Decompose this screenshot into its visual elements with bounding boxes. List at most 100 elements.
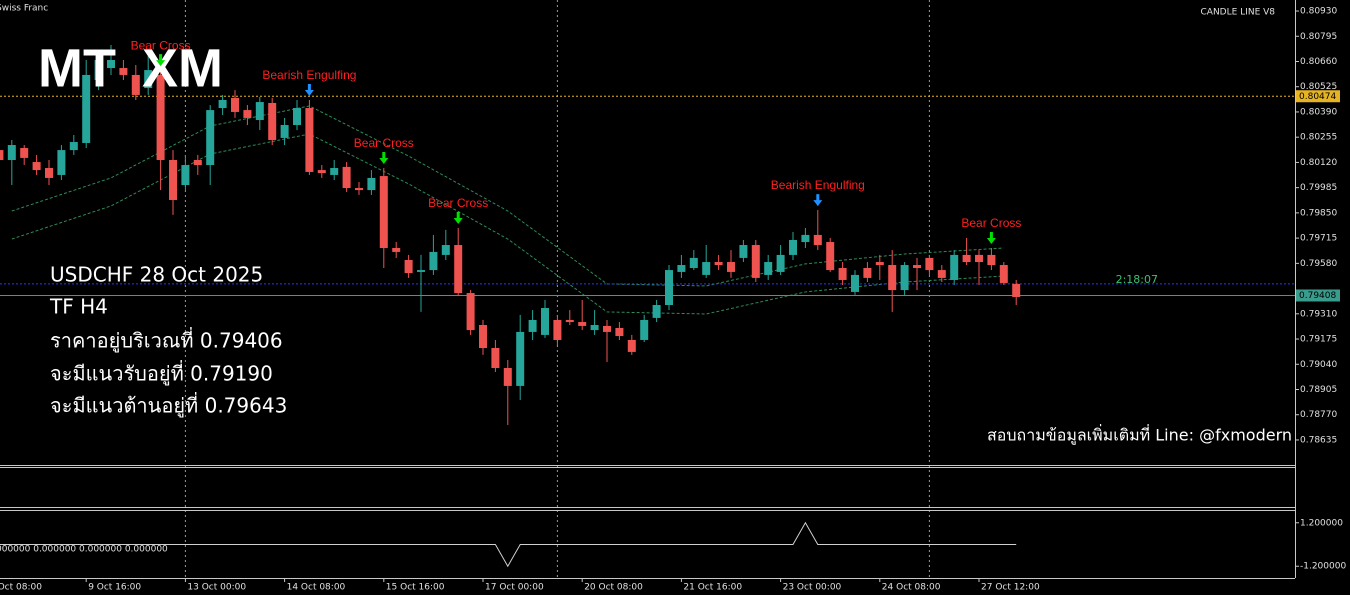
candle-body <box>975 254 983 263</box>
candle-body <box>479 325 487 349</box>
candle-body <box>7 145 16 160</box>
candle-body <box>603 325 611 332</box>
price-label: 0.80474 <box>1299 92 1336 102</box>
signal-label: Bear Cross <box>354 136 414 150</box>
candle-body <box>962 254 971 263</box>
info-line: จะมีแนวรับอยู่ที่ 0.79190 <box>50 360 273 387</box>
candle-body <box>925 257 934 271</box>
ind-tick-label: -1.200000 <box>1300 562 1346 572</box>
candle-body <box>900 265 909 291</box>
x-tick-label: 20 Oct 08:00 <box>584 583 643 593</box>
y-tick-label: 0.80795 <box>1300 32 1337 42</box>
y-tick-label: 0.79040 <box>1300 360 1337 370</box>
x-tick-label: 15 Oct 16:00 <box>386 583 445 593</box>
candle-body <box>826 242 835 271</box>
signal-label: Bearish Engulfing <box>262 68 356 82</box>
x-tick-label: 23 Oct 00:00 <box>783 583 842 593</box>
candle-body <box>727 262 735 272</box>
y-tick-label: 0.78905 <box>1300 385 1337 395</box>
candle-body <box>665 270 673 306</box>
x-tick-label: 27 Oct 12:00 <box>981 583 1040 593</box>
x-tick-label: 13 Oct 00:00 <box>187 583 246 593</box>
candle-body <box>404 259 413 274</box>
candle-body <box>801 234 810 243</box>
candle-body <box>206 110 215 166</box>
candle-body <box>590 325 599 331</box>
candle-body <box>565 319 574 323</box>
candle-body <box>82 74 91 143</box>
candle-body <box>268 102 277 140</box>
x-tick-label: 17 Oct 00:00 <box>485 583 544 593</box>
candle-body <box>280 125 289 138</box>
candle-body <box>243 110 252 118</box>
price-label: 0.79408 <box>1299 291 1336 301</box>
candle-body <box>69 142 78 151</box>
candle-body <box>193 159 202 166</box>
x-tick-label: 24 Oct 08:00 <box>882 583 941 593</box>
candle-body <box>875 262 884 266</box>
candle-body <box>342 166 351 189</box>
candle-body <box>937 270 946 278</box>
candle-body <box>950 254 959 280</box>
y-tick-label: 0.80525 <box>1300 82 1337 92</box>
y-tick-label: 0.79985 <box>1300 183 1337 193</box>
candle-body <box>330 168 339 175</box>
x-tick-label: 8 Oct 08:00 <box>0 583 42 593</box>
candle-body <box>838 268 847 280</box>
candle-body <box>429 251 438 271</box>
price-label-box <box>1296 90 1340 103</box>
candle-body <box>528 319 537 332</box>
logo-xm: XM <box>142 38 223 98</box>
y-tick-label: 0.79580 <box>1300 259 1337 269</box>
candle-body <box>156 74 165 160</box>
x-tick-label: 21 Oct 16:00 <box>683 583 742 593</box>
signal-label: Bear Cross <box>961 216 1021 230</box>
candle-body <box>503 368 512 386</box>
y-tick-label: 0.79310 <box>1300 309 1337 319</box>
candle-body <box>119 68 128 75</box>
band-line <box>11 105 1004 287</box>
contact: สอบถามข้อมูลเพิ่มเติมที่ Line: @fxmodern <box>987 424 1292 446</box>
candle-body <box>181 165 190 186</box>
x-tick-label: 9 Oct 16:00 <box>88 583 141 593</box>
candle-body <box>293 108 301 126</box>
signal-arrow <box>304 83 314 96</box>
candle-body <box>851 274 859 292</box>
candle-body <box>1012 283 1021 297</box>
candle-body <box>689 257 698 269</box>
signal-arrow <box>453 212 463 225</box>
signal-label: Bearish Engulfing <box>771 178 865 192</box>
indicator-line <box>0 521 1017 568</box>
signal-arrow <box>156 54 166 67</box>
candle-body <box>776 254 785 272</box>
info-line: TF H4 <box>49 295 108 319</box>
instrument: Swiss Franc <box>0 4 48 14</box>
candle-body <box>466 293 475 331</box>
candle-body <box>999 265 1008 283</box>
candle-body <box>144 70 153 89</box>
candle-body <box>57 150 66 175</box>
candle-body <box>32 162 41 171</box>
candle-body <box>491 348 500 369</box>
candle-body <box>652 305 661 318</box>
candle-body <box>913 265 921 269</box>
signal-label: Bear Cross <box>428 196 488 210</box>
candle-body <box>0 150 4 160</box>
candle-body <box>454 245 463 294</box>
candle-body <box>367 177 376 191</box>
candle-body <box>107 59 115 69</box>
y-tick-label: 0.80255 <box>1300 133 1337 143</box>
y-tick-label: 0.78635 <box>1300 435 1337 445</box>
y-tick-label: 0.78770 <box>1300 410 1337 420</box>
candle-body <box>714 262 723 266</box>
candle-body <box>516 331 525 386</box>
candle-body <box>615 328 624 337</box>
y-tick-label: 0.80930 <box>1300 7 1337 17</box>
candle-body <box>541 308 549 335</box>
y-tick-label: 0.79715 <box>1300 234 1337 244</box>
indicator-name: CANDLE LINE V8 <box>1201 8 1276 18</box>
overlay: Swiss Franc CANDLE LINE V8 MT XM USDCHF … <box>0 4 1346 593</box>
signal-arrow <box>813 194 823 207</box>
x-tick-label: 14 Oct 08:00 <box>287 583 346 593</box>
